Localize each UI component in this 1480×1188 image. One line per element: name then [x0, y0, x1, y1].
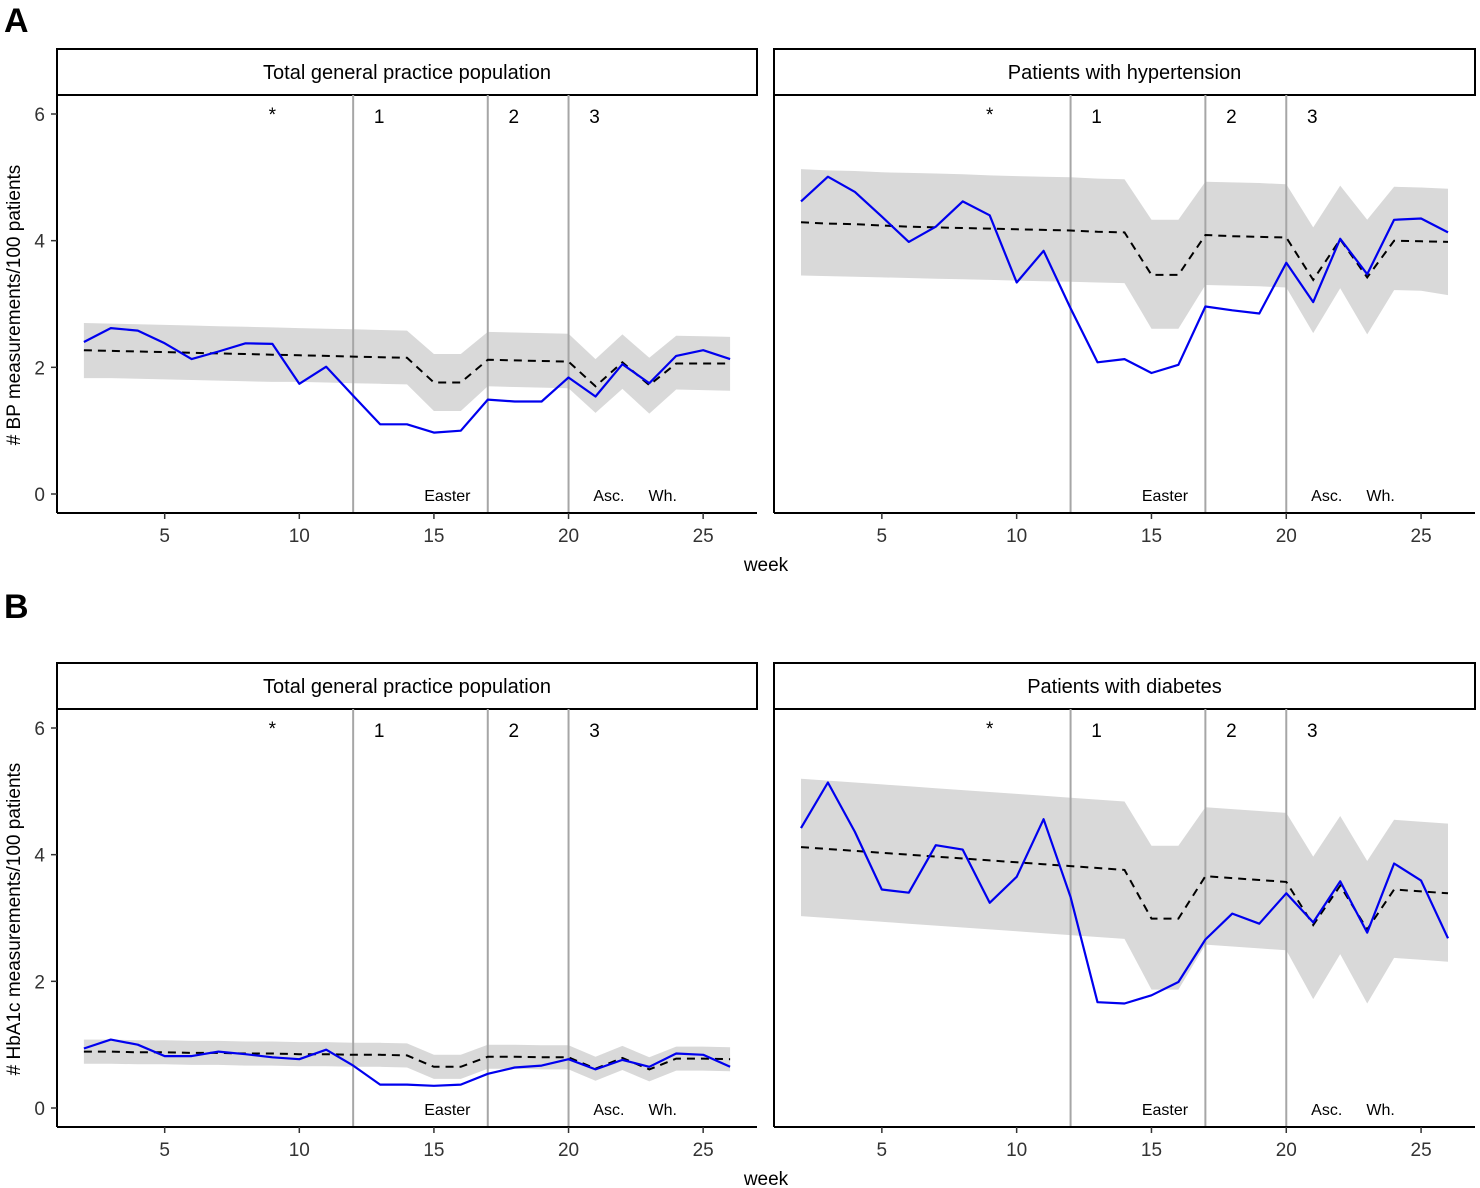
y-tick-label: 2	[34, 972, 45, 993]
holiday-label-3: Wh.	[649, 1102, 677, 1119]
reference-label-1: 1	[374, 107, 385, 128]
star-annotation: *	[269, 105, 277, 126]
x-tick-label: 20	[558, 526, 579, 547]
x-axis-title-a: week	[743, 555, 789, 576]
x-axis-title-b: week	[743, 1169, 789, 1188]
x-tick-label: 25	[1411, 1140, 1432, 1161]
reference-label-3: 3	[589, 721, 600, 742]
holiday-label-1: Easter	[424, 1102, 471, 1119]
chart-panel-1: Total general practice population 1 2 3 * Eas…	[34, 48, 758, 547]
reference-label-1: 1	[1091, 721, 1102, 742]
holiday-label-2: Asc.	[1311, 488, 1342, 505]
reference-label-2: 2	[1226, 107, 1237, 128]
star-annotation: *	[986, 719, 994, 740]
star-annotation: *	[269, 719, 277, 740]
strip-box	[773, 662, 1476, 710]
x-tick-label: 10	[1006, 526, 1027, 547]
expected-line	[83, 349, 731, 388]
y-tick-label: 2	[34, 358, 45, 379]
x-tick-label: 25	[693, 526, 714, 547]
chart-panel-3: Total general practice population 1 2 3 * Eas…	[34, 662, 758, 1161]
prediction-interval-band	[83, 323, 731, 414]
x-tick-label: 10	[1006, 1140, 1027, 1161]
strip-box	[56, 48, 758, 96]
x-tick-label: 15	[1141, 526, 1162, 547]
observed-line	[800, 175, 1449, 375]
y-tick-label: 6	[34, 105, 45, 126]
x-tick-label: 10	[289, 1140, 310, 1161]
prediction-interval-band	[83, 1039, 731, 1082]
reference-label-3: 3	[1307, 721, 1318, 742]
strip-title: Patients with diabetes	[1027, 676, 1222, 698]
y-tick-label: 0	[34, 1099, 45, 1120]
reference-label-3: 3	[589, 107, 600, 128]
observed-line	[83, 327, 731, 434]
y-tick-label: 4	[34, 232, 45, 253]
holiday-label-2: Asc.	[1311, 1102, 1342, 1119]
reference-label-2: 2	[1226, 721, 1237, 742]
x-tick-label: 5	[877, 1140, 888, 1161]
x-tick-label: 5	[159, 1140, 170, 1161]
holiday-label-2: Asc.	[593, 488, 624, 505]
x-tick-label: 20	[558, 1140, 579, 1161]
x-tick-label: 20	[1276, 1140, 1297, 1161]
strip-box	[56, 662, 758, 710]
panel-letter-b: B	[4, 588, 29, 626]
holiday-label-1: Easter	[424, 488, 471, 505]
chart-panels: Total general practice population 1 2 3 * Eas…	[34, 48, 1476, 1161]
reference-label-3: 3	[1307, 107, 1318, 128]
x-tick-label: 20	[1276, 526, 1297, 547]
expected-line	[83, 1050, 731, 1071]
strip-title: Patients with hypertension	[1008, 62, 1241, 84]
holiday-label-2: Asc.	[593, 1102, 624, 1119]
x-tick-label: 15	[423, 526, 444, 547]
holiday-label-1: Easter	[1142, 488, 1189, 505]
x-tick-label: 15	[423, 1140, 444, 1161]
chart-panel-4: Patients with diabetes 1 2 3 * Easter Asc. Wh. 5…	[773, 662, 1476, 1161]
strip-title: Total general practice population	[263, 62, 551, 84]
x-tick-label: 5	[159, 526, 170, 547]
observed-line	[800, 781, 1449, 1005]
chart-panel-2: Patients with hypertension 1 2 3 * Easter Asc.…	[773, 48, 1476, 547]
x-tick-label: 25	[693, 1140, 714, 1161]
reference-label-2: 2	[508, 107, 519, 128]
holiday-label-3: Wh.	[649, 488, 677, 505]
strip-title: Total general practice population	[263, 676, 551, 698]
x-tick-label: 15	[1141, 1140, 1162, 1161]
x-tick-label: 25	[1411, 526, 1432, 547]
x-tick-label: 5	[877, 526, 888, 547]
x-tick-label: 10	[289, 526, 310, 547]
holiday-label-3: Wh.	[1366, 488, 1394, 505]
star-annotation: *	[986, 105, 994, 126]
expected-line	[800, 221, 1449, 282]
observed-line	[83, 1038, 731, 1087]
expected-line	[800, 846, 1449, 932]
holiday-label-3: Wh.	[1366, 1102, 1394, 1119]
reference-label-1: 1	[374, 721, 385, 742]
strip-box	[773, 48, 1476, 96]
reference-label-2: 2	[508, 721, 519, 742]
y-tick-label: 6	[34, 719, 45, 740]
holiday-label-1: Easter	[1142, 1102, 1189, 1119]
y-tick-label: 4	[34, 846, 45, 867]
y-axis-title-b: # HbA1c measurements/100 patients	[4, 763, 25, 1076]
reference-label-1: 1	[1091, 107, 1102, 128]
panel-letter-a: A	[4, 2, 29, 40]
y-tick-label: 0	[34, 485, 45, 506]
y-axis-title-a: # BP measurements/100 patients	[4, 165, 25, 446]
